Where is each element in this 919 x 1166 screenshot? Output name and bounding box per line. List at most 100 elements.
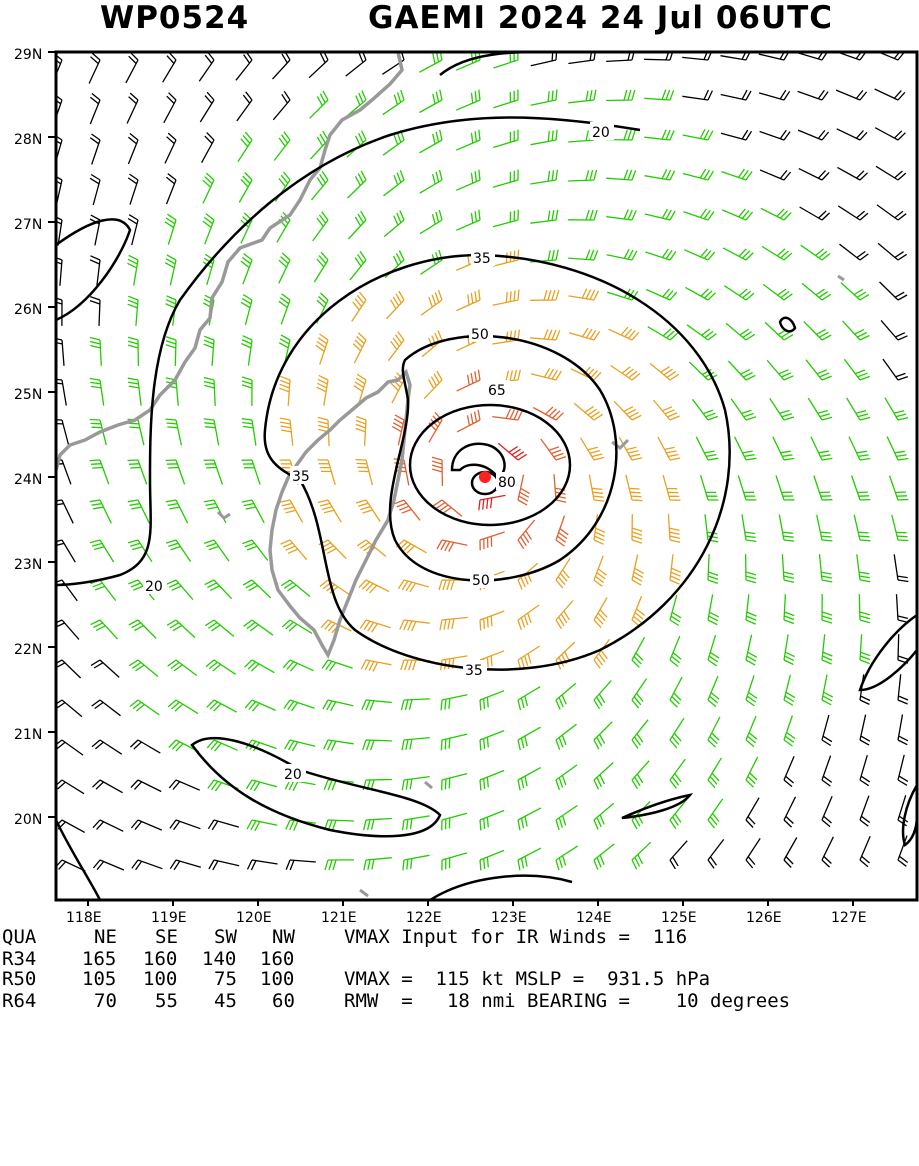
wind-barb xyxy=(436,539,468,552)
wind-barb xyxy=(707,798,724,829)
wind-barb xyxy=(164,213,177,245)
wind-barb xyxy=(843,358,871,381)
lon-label-125e: 125E xyxy=(661,910,697,926)
wind-barb xyxy=(208,859,240,871)
wind-barb xyxy=(401,736,430,751)
wind-barb xyxy=(645,248,677,261)
lon-label-122e: 122E xyxy=(406,910,442,926)
wind-barb xyxy=(644,89,675,101)
wind-barb xyxy=(880,319,908,341)
wind-barb xyxy=(593,762,614,790)
wind-barb xyxy=(568,249,599,261)
contour-20kt-east xyxy=(858,613,917,692)
wind-barb xyxy=(810,436,833,461)
wind-barb xyxy=(242,579,272,599)
wind-barb xyxy=(613,400,642,421)
wind-barb xyxy=(90,659,120,678)
wind-barb xyxy=(517,726,541,751)
wind-barb xyxy=(202,172,215,204)
wind-barb xyxy=(316,374,329,406)
table-cell-sw: 45 xyxy=(214,990,237,1012)
wind-barb xyxy=(699,475,719,501)
wind-barb xyxy=(593,555,607,587)
wind-barb xyxy=(593,680,612,710)
wind-barb xyxy=(707,757,722,789)
wind-barb xyxy=(649,362,680,381)
wind-barb xyxy=(859,714,871,746)
wind-barb xyxy=(284,739,316,752)
contour-label-80: 80 xyxy=(498,475,516,491)
wind-barb xyxy=(315,333,329,365)
wind-barb xyxy=(419,89,443,114)
wind-barb xyxy=(798,168,830,181)
wind-barb xyxy=(517,807,542,831)
wind-barb xyxy=(625,474,643,502)
wind-barb xyxy=(383,170,405,197)
wind-barb xyxy=(56,699,83,718)
table-cell-sw: 140 xyxy=(202,948,237,970)
contour-20kt-southeast xyxy=(429,874,573,900)
taiwan-coastline xyxy=(268,368,412,659)
lat-label-29n: 29N xyxy=(14,47,42,63)
wind-barb xyxy=(199,91,215,123)
wind-barb xyxy=(530,329,561,341)
wind-barb xyxy=(89,214,101,246)
wind-barb xyxy=(433,499,463,517)
wind-barb xyxy=(362,739,392,751)
wind-barb xyxy=(418,52,443,73)
wind-barb xyxy=(850,475,871,501)
wind-barb xyxy=(309,90,329,119)
wind-barb xyxy=(652,399,680,421)
wind-barb xyxy=(272,52,291,80)
wind-barb xyxy=(593,597,608,629)
table-cell-sw: 75 xyxy=(214,968,237,990)
wind-barb xyxy=(775,475,795,501)
wind-barb xyxy=(517,474,530,506)
wind-barb xyxy=(90,579,117,601)
wind-barb xyxy=(420,289,443,316)
ryukyu-island xyxy=(611,438,630,450)
wind-barb xyxy=(431,456,444,486)
wind-barb xyxy=(530,89,558,106)
wind-barb xyxy=(479,531,505,551)
wind-barb xyxy=(207,779,239,792)
wind-barb xyxy=(745,797,760,829)
wind-barb xyxy=(88,52,101,84)
wind-barb xyxy=(725,322,756,341)
wind-barb xyxy=(165,173,177,205)
wind-barb xyxy=(358,579,390,594)
contour-label-35-west: 35 xyxy=(292,469,310,485)
wind-barb xyxy=(492,209,519,228)
wind-barb xyxy=(682,89,713,101)
wind-barb xyxy=(530,129,558,146)
wind-barb xyxy=(669,594,682,627)
wind-barb xyxy=(89,92,101,125)
lon-label-118e: 118E xyxy=(66,910,102,926)
lon-label-127e: 127E xyxy=(831,910,867,926)
wind-barb xyxy=(130,819,163,831)
wind-barb xyxy=(273,131,291,161)
lon-label-121e: 121E xyxy=(321,910,357,926)
wind-barb xyxy=(593,843,615,870)
wind-barb xyxy=(657,436,681,461)
wind-barb xyxy=(555,764,578,791)
wind-barb xyxy=(168,779,201,791)
wind-barb xyxy=(783,796,797,828)
wind-barb xyxy=(606,209,637,221)
lat-label-26n: 26N xyxy=(14,302,42,318)
table-row-label: R64 xyxy=(2,990,37,1012)
wind-barb xyxy=(456,209,481,231)
contour-label-50-north: 50 xyxy=(471,327,489,343)
wind-barb xyxy=(759,169,792,181)
wind-barb xyxy=(606,89,636,102)
wind-barb xyxy=(242,539,269,561)
wind-barb xyxy=(644,169,676,181)
wind-barb xyxy=(836,128,868,141)
wind-barb xyxy=(310,130,329,160)
wind-barb xyxy=(644,52,674,61)
contour-small-sw xyxy=(621,793,694,820)
wind-analysis-map: 20 35 50 65 80 35 50 35 20 20 29N 28N 27… xyxy=(14,47,919,926)
wind-barb xyxy=(492,289,520,306)
wind-barb xyxy=(568,169,598,182)
table-cell-nw: 60 xyxy=(272,990,295,1012)
